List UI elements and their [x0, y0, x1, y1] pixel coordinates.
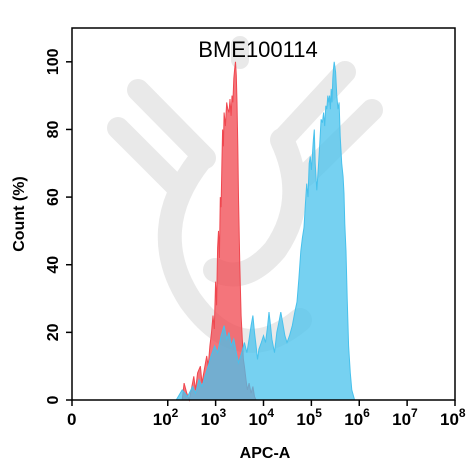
y-tick-label: 100 — [45, 48, 62, 75]
x-axis-ticks: 0 102 103 104 105 106 107 108 — [67, 400, 466, 429]
histogram-area-blue — [175, 61, 356, 401]
y-tick-label: 20 — [45, 323, 62, 341]
x-tick-label: 103 — [201, 406, 227, 429]
series-layer — [175, 61, 356, 402]
x-tick-label: 105 — [296, 406, 322, 429]
y-tick-label: 40 — [45, 256, 62, 274]
x-tick-label: 107 — [392, 406, 418, 429]
x-tick-label: 0 — [67, 410, 76, 429]
chart-title: BME100114 — [198, 37, 317, 62]
y-tick-label: 60 — [45, 188, 62, 206]
x-tick-label: 104 — [249, 406, 275, 429]
y-axis-ticks: 0 20 40 60 80 100 — [45, 48, 72, 404]
x-tick-label: 108 — [440, 406, 466, 429]
y-tick-label: 80 — [45, 120, 62, 138]
y-tick-label: 0 — [45, 395, 62, 404]
x-axis-title: APC-A — [240, 445, 291, 462]
y-axis-title: Count (%) — [11, 176, 28, 252]
x-tick-label: 106 — [344, 406, 370, 429]
x-tick-label: 102 — [153, 406, 179, 429]
